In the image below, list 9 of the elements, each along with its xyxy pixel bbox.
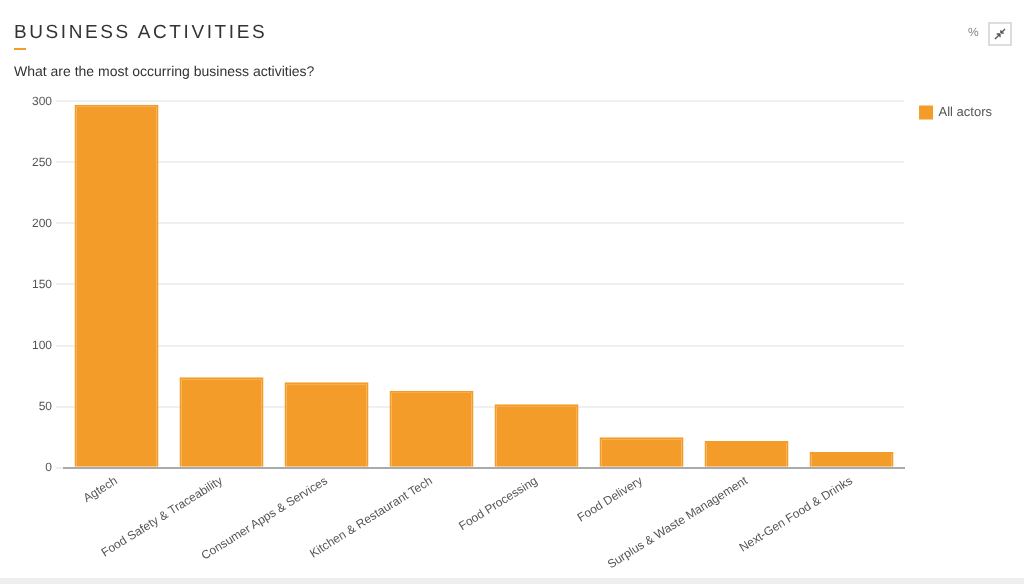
bar bbox=[284, 382, 369, 467]
bar bbox=[179, 377, 264, 467]
bar bbox=[599, 437, 684, 467]
bar bbox=[389, 390, 474, 467]
bar bbox=[494, 404, 579, 467]
bar bbox=[809, 451, 894, 467]
chart-title: BUSINESS ACTIVITIES bbox=[14, 22, 268, 44]
bar bbox=[74, 104, 159, 467]
bar bbox=[704, 440, 789, 467]
